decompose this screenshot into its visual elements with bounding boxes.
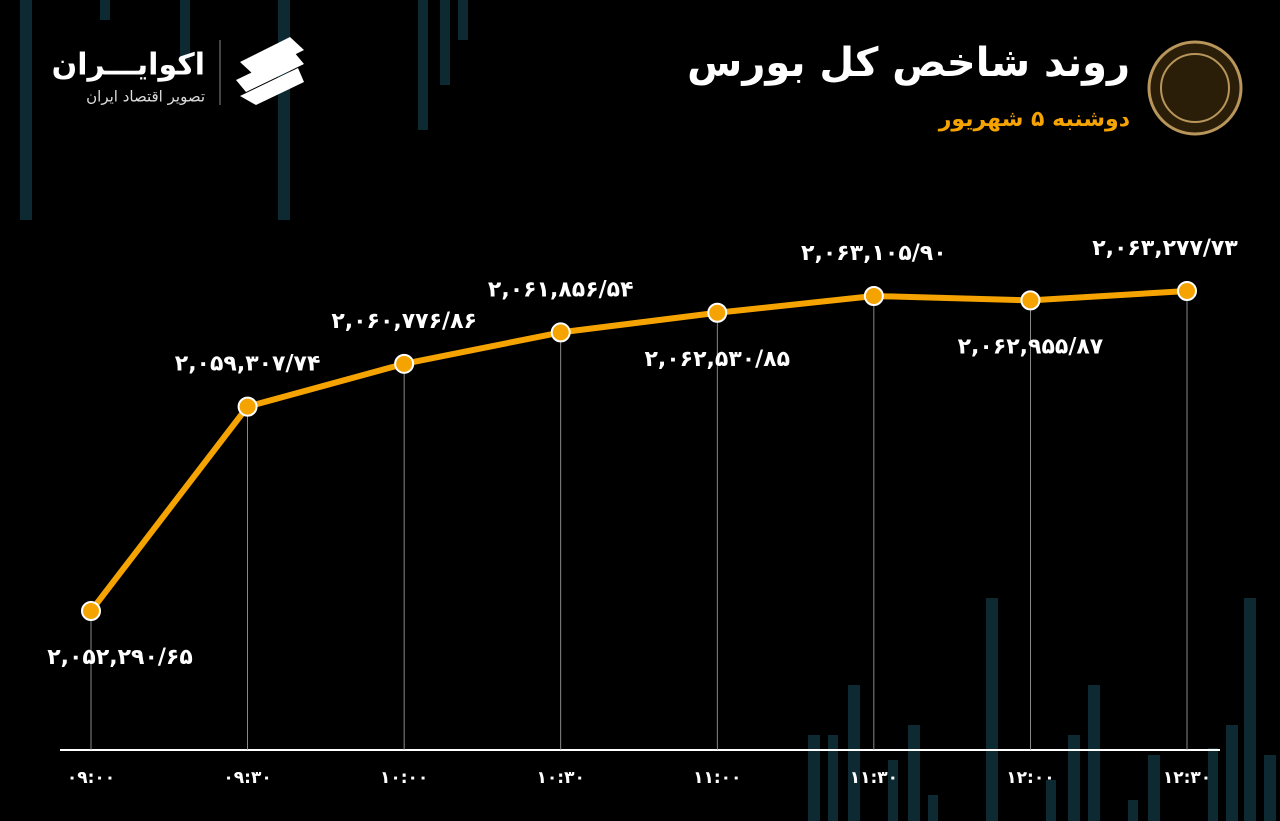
data-label: ۲,۰۶۰,۷۷۶/۸۶: [331, 309, 477, 334]
data-label: ۲,۰۶۳,۱۰۵/۹۰: [801, 241, 947, 266]
data-point: [81, 601, 101, 621]
logo-ring: [1160, 53, 1230, 123]
data-point: [863, 286, 884, 307]
data-point: [237, 396, 258, 417]
x-tick-label: ۱۱:۰۰: [693, 768, 741, 788]
data-point: [1177, 281, 1197, 301]
x-tick-label: ۱۰:۳۰: [537, 768, 585, 788]
data-label: ۲,۰۵۹,۳۰۷/۷۴: [175, 352, 321, 377]
x-tick-label: ۰۹:۰۰: [67, 768, 115, 788]
x-tick-label: ۱۱:۳۰: [850, 768, 898, 788]
brand-name: اکوایـــران: [52, 48, 205, 83]
x-tick-label: ۰۹:۳۰: [223, 768, 271, 788]
x-tick-label: ۱۰:۰۰: [380, 768, 428, 788]
logo-emblem: [1147, 40, 1243, 136]
x-tick-label: ۱۲:۰۰: [1006, 768, 1054, 788]
chart-title: روند شاخص کل بورس: [687, 40, 1130, 86]
brand-logo: [236, 37, 304, 105]
x-tick-label: ۱۲:۳۰: [1163, 768, 1211, 788]
data-label: ۲,۰۶۲,۹۵۵/۸۷: [958, 334, 1104, 359]
chart-subtitle: دوشنبه ۵ شهریور: [938, 107, 1130, 132]
data-label: ۲,۰۶۱,۸۵۶/۵۴: [488, 277, 634, 302]
data-label: ۲,۰۶۲,۵۳۰/۸۵: [644, 347, 790, 372]
data-point: [1020, 290, 1041, 311]
data-label: ۲,۰۶۳,۲۷۷/۷۳: [1092, 236, 1238, 261]
data-label: ۲,۰۵۲,۲۹۰/۶۵: [47, 645, 193, 670]
data-point: [707, 302, 728, 323]
data-point: [550, 322, 571, 343]
brand-tagline: تصویر اقتصاد ایران: [86, 88, 205, 106]
data-point: [394, 353, 415, 374]
series-line: [88, 288, 1188, 613]
